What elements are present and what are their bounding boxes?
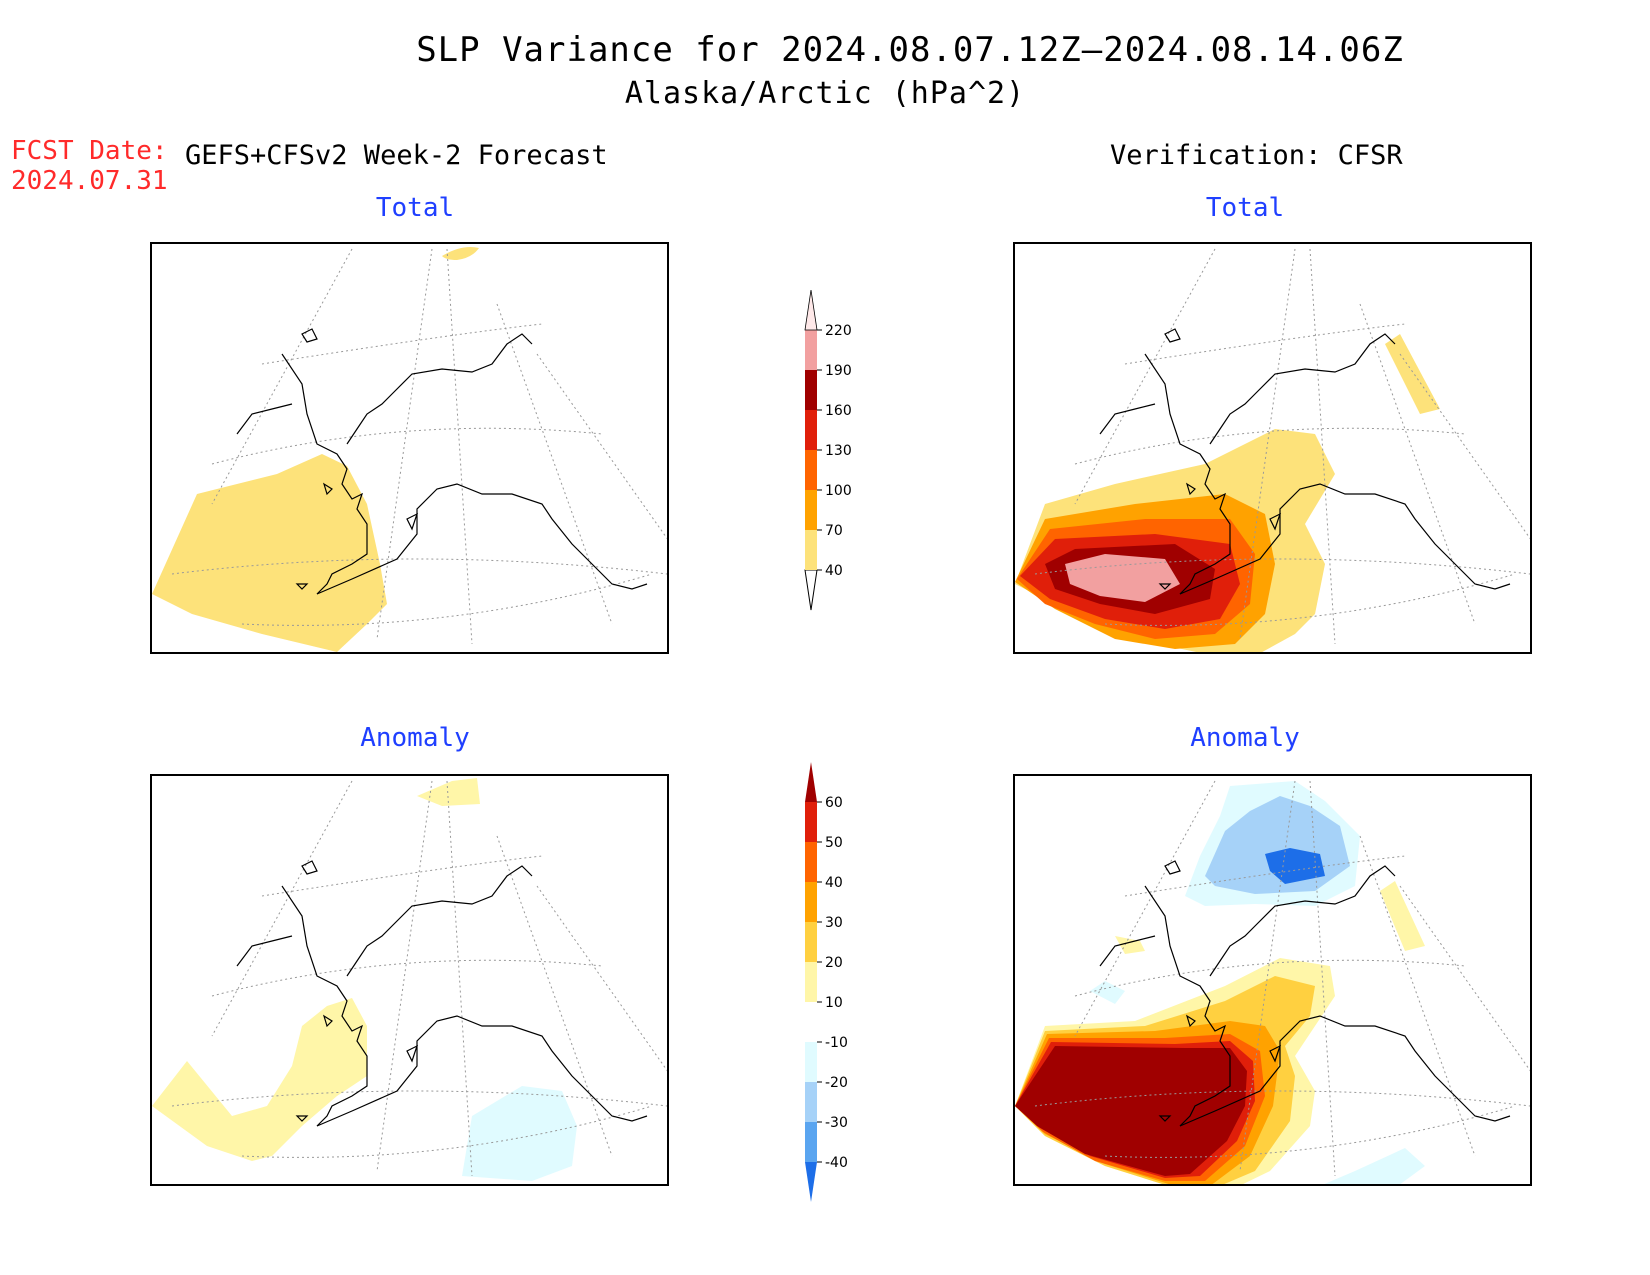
forecast-anomaly-title: Anomaly	[360, 723, 470, 753]
total-colorbar-label-40: 40	[825, 563, 843, 579]
anomaly-area-neg10-small-w	[1090, 981, 1125, 1004]
total-colorbar-high-tip	[804, 289, 818, 331]
anomaly-colorbar: -40 -30 -20 -10 10 20 30 40 50 60	[805, 762, 848, 1202]
verification-total-title: Total	[1205, 193, 1285, 223]
anomaly-area-pos10-ne	[1380, 881, 1425, 951]
anomaly-colorbar-swatch-5	[805, 922, 817, 962]
total-colorbar-label-130: 130	[825, 443, 852, 459]
forecast-anomaly-map	[150, 774, 669, 1186]
anomaly-area-neg10-small-s	[1324, 1148, 1425, 1184]
anomaly-colorbar-label--10: -10	[825, 1035, 848, 1051]
anomaly-colorbar-swatch-3	[805, 1002, 817, 1042]
anomaly-area-10-20	[152, 998, 367, 1161]
total-colorbar-label-160: 160	[825, 403, 852, 419]
anomaly-colorbar-label--40: -40	[825, 1155, 848, 1171]
main-subtitle: Alaska/Arctic (hPa^2)	[624, 76, 1026, 111]
total-colorbar-swatch-160	[805, 370, 817, 410]
coastline	[236, 328, 648, 595]
forecast-total-map	[150, 242, 669, 654]
shaded-fields	[1015, 334, 1440, 652]
anomaly-colorbar-label--20: -20	[825, 1075, 848, 1091]
shaded-fields	[1015, 781, 1425, 1184]
coastline	[1099, 328, 1511, 595]
anomaly-colorbar-label-20: 20	[825, 955, 843, 971]
fcst-date-label: FCST Date:	[11, 136, 168, 166]
graticule	[171, 780, 667, 1177]
coastline	[236, 860, 648, 1127]
anomaly-colorbar-label-60: 60	[825, 795, 843, 811]
total-colorbar-label-100: 100	[825, 483, 852, 499]
variance-area-190	[1065, 554, 1180, 602]
anomaly-colorbar-swatches	[805, 762, 817, 1202]
forecast-total-title: Total	[375, 193, 455, 223]
anomaly-colorbar-high-tip	[805, 762, 817, 802]
anomaly-area-pos60	[1015, 1046, 1247, 1176]
variance-area-40-ne	[1385, 334, 1440, 414]
verification-anomaly-map	[1013, 774, 1532, 1186]
anomaly-colorbar-swatch-7	[805, 842, 817, 882]
verification-total-map	[1013, 242, 1532, 654]
anomaly-area-neg30-neg40	[1265, 848, 1325, 884]
anomaly-colorbar-swatch-0	[805, 1122, 817, 1162]
anomaly-colorbar-label-10: 10	[825, 995, 843, 1011]
verification-anomaly-title: Anomaly	[1190, 723, 1300, 753]
anomaly-colorbar-swatch-1	[805, 1082, 817, 1122]
graticule	[1034, 780, 1530, 1177]
total-colorbar-swatch-100	[805, 450, 817, 490]
anomaly-colorbar-label-30: 30	[825, 915, 843, 931]
forecast-column-title: GEFS+CFSv2 Week-2 Forecast	[185, 140, 608, 171]
total-colorbar-low-tip	[804, 569, 818, 611]
coastline	[1099, 860, 1511, 1127]
total-colorbar-swatches	[804, 289, 818, 611]
anomaly-colorbar-labels: -40 -30 -20 -10 10 20 30 40 50 60	[817, 795, 848, 1171]
anomaly-colorbar-swatch-8	[805, 802, 817, 842]
variance-area-40	[152, 454, 387, 652]
fcst-date: FCST Date: 2024.07.31	[11, 136, 168, 196]
anomaly-area-neg10-neg20	[462, 1086, 577, 1181]
total-colorbar-swatch-190	[805, 330, 817, 370]
total-colorbar-label-220: 220	[825, 323, 852, 339]
graticule	[1034, 248, 1530, 645]
total-colorbar: 40 70 100 130 160 190 220	[804, 289, 852, 611]
anomaly-colorbar-swatch-4	[805, 962, 817, 1002]
variance-area-40-north	[442, 247, 479, 260]
shaded-fields	[152, 778, 577, 1181]
anomaly-colorbar-label--30: -30	[825, 1115, 848, 1131]
anomaly-area-10-20-north	[417, 778, 480, 806]
main-title: SLP Variance for 2024.08.07.12Z–2024.08.…	[416, 30, 1404, 70]
anomaly-colorbar-swatch-6	[805, 882, 817, 922]
anomaly-colorbar-low-tip	[805, 1162, 817, 1202]
shaded-fields	[152, 247, 479, 652]
anomaly-colorbar-swatch-2	[805, 1042, 817, 1082]
total-colorbar-label-70: 70	[825, 523, 843, 539]
graticule	[171, 248, 667, 645]
total-colorbar-swatch-40	[805, 530, 817, 570]
total-colorbar-swatch-130	[805, 410, 817, 450]
verification-column-title: Verification: CFSR	[1110, 140, 1403, 171]
fcst-date-value: 2024.07.31	[11, 166, 168, 196]
total-colorbar-label-190: 190	[825, 363, 852, 379]
anomaly-colorbar-label-50: 50	[825, 835, 843, 851]
anomaly-colorbar-label-40: 40	[825, 875, 843, 891]
total-colorbar-labels: 40 70 100 130 160 190 220	[817, 323, 852, 579]
total-colorbar-swatch-70	[805, 490, 817, 530]
